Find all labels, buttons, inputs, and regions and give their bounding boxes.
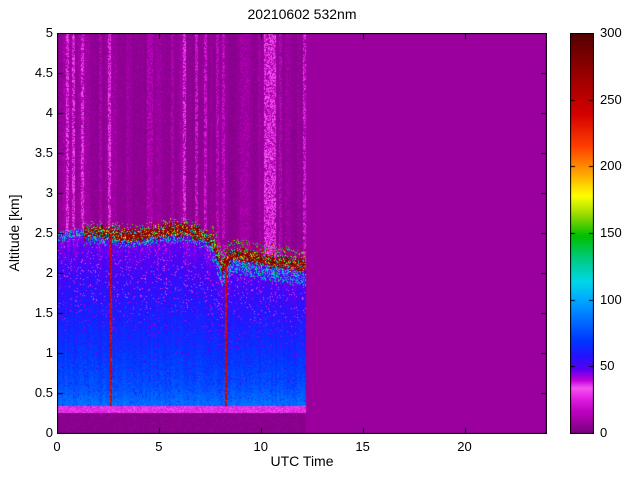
colorbar-tick-label: 250 — [600, 91, 622, 107]
x-tick-label: 5 — [155, 439, 163, 454]
colorbar-canvas — [570, 33, 594, 434]
colorbar-tick-label: 50 — [600, 358, 615, 374]
x-tick-label: 10 — [253, 439, 268, 454]
colorbar-tick-label: 100 — [600, 291, 622, 307]
y-tick-label: 0.5 — [34, 385, 53, 400]
y-tick-label: 5 — [45, 25, 53, 40]
x-tick-label: 20 — [457, 439, 472, 454]
heatmap-canvas — [57, 33, 547, 434]
y-tick-label: 4.5 — [34, 65, 53, 80]
x-tick-label: 15 — [355, 439, 370, 454]
y-tick-label: 1.5 — [34, 305, 53, 320]
x-tick-label: 0 — [53, 439, 61, 454]
colorbar-tick-label: 150 — [600, 225, 622, 240]
colorbar-tick-label: 300 — [600, 25, 622, 40]
y-tick-label: 4 — [45, 105, 53, 120]
x-axis-label: UTC Time — [270, 453, 334, 469]
colorbar-tick-label: 0 — [600, 425, 608, 440]
y-tick-label: 1 — [45, 345, 53, 360]
colorbar-tick-label: 200 — [600, 158, 622, 174]
y-tick-label: 3.5 — [34, 145, 53, 160]
chart-title: 20210602 532nm — [247, 6, 357, 22]
y-tick-label: 2 — [45, 265, 53, 280]
y-tick-label: 3 — [45, 185, 53, 200]
y-tick-label: 2.5 — [34, 225, 53, 240]
y-tick-label: 0 — [45, 425, 53, 440]
